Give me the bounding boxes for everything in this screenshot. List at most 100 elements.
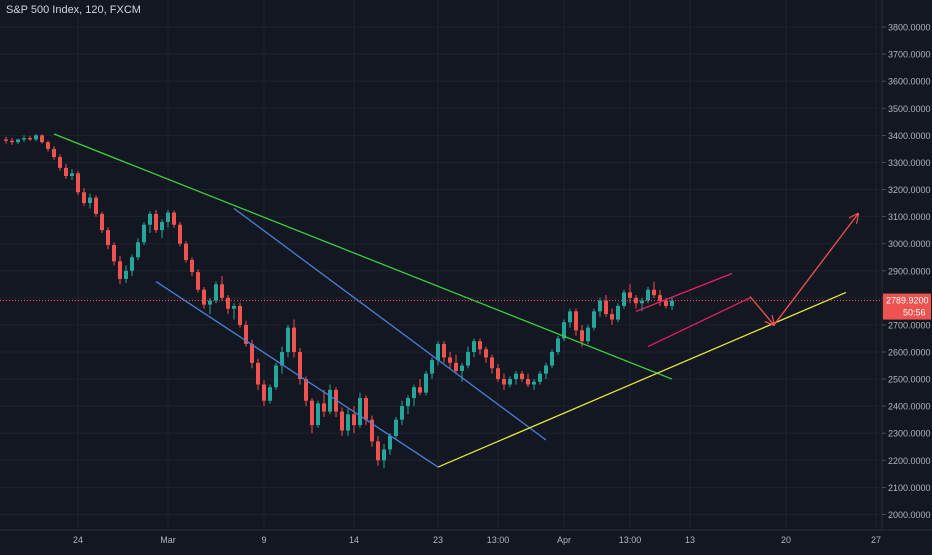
candle-body (40, 135, 44, 143)
price-tick-label: 2700.0000 (888, 320, 931, 330)
candle-body (496, 368, 500, 380)
candle-body (544, 365, 548, 374)
price-tick-label: 3400.0000 (888, 131, 931, 141)
candle-body (616, 305, 620, 320)
candle-body (574, 311, 578, 331)
candle-body (562, 322, 566, 339)
candle-body (88, 197, 92, 204)
candle-body (220, 284, 224, 298)
candle-body (10, 140, 14, 143)
candle-body (196, 272, 200, 290)
price-tick-label: 3500.0000 (888, 104, 931, 114)
candle-body (478, 341, 482, 350)
candle-body (520, 373, 524, 380)
price-axis[interactable]: 2000.0000 2100.0000 2200.0000 2300.0000 2400… (882, 23, 931, 520)
arrow-down (749, 296, 774, 324)
candle-body (466, 352, 470, 366)
time-tick-label: 13:00 (487, 535, 510, 545)
time-tick-label: 27 (871, 535, 881, 545)
price-tick-label: 2400.0000 (888, 402, 931, 412)
candle-body (556, 338, 560, 352)
candle-body (430, 360, 434, 374)
magenta-channel-lower (647, 297, 751, 348)
price-tick-label: 3000.0000 (888, 239, 931, 249)
candle-body (4, 139, 8, 141)
candle-body (202, 289, 206, 305)
candle-body (538, 373, 542, 382)
candle-body (94, 197, 98, 214)
candle-body (250, 343, 254, 363)
candle-body (70, 173, 74, 176)
candle-body (442, 343, 446, 358)
price-tick-label: 2200.0000 (888, 456, 931, 466)
candle-body (16, 139, 20, 143)
candle-body (490, 357, 494, 369)
candle-body (154, 213, 158, 231)
chart-title: S&P 500 Index, 120, FXCM (6, 4, 141, 16)
time-tick-label: 14 (349, 535, 359, 545)
candle-body (190, 259, 194, 273)
candle-body (472, 341, 476, 352)
candles (4, 134, 674, 469)
price-tick-label: 3800.0000 (888, 23, 931, 33)
candle-body (298, 352, 302, 380)
candle-body (52, 148, 56, 158)
candle-body (346, 414, 350, 431)
candle-body (352, 414, 356, 426)
drawings (53, 133, 858, 468)
candle-body (424, 373, 428, 393)
candle-body (406, 398, 410, 407)
candle-body (310, 400, 314, 426)
candle-body (322, 403, 326, 412)
time-tick-label: Mar (160, 535, 176, 545)
price-tick-label: 2000.0000 (888, 510, 931, 520)
candle-body (370, 419, 374, 442)
candle-body (604, 300, 608, 315)
grid (0, 0, 880, 528)
candle-body (76, 173, 80, 193)
last-price-label: 2789.9200 (886, 296, 929, 306)
candle-body (514, 373, 518, 380)
candle-body (646, 289, 650, 301)
candle-body (586, 327, 590, 342)
candle-body (580, 330, 584, 342)
candle-body (382, 449, 386, 461)
time-tick-label: 13:00 (619, 535, 642, 545)
candle-body (508, 379, 512, 385)
candle-body (484, 349, 488, 358)
candle-body (244, 324, 248, 344)
candle-body (448, 357, 452, 363)
candle-body (274, 365, 278, 388)
price-tick-label: 3200.0000 (888, 185, 931, 195)
candle-body (262, 384, 266, 401)
candle-body (238, 305, 242, 325)
time-axis[interactable]: 24 Mar 9 14 23 13:00 Apr 13:00 13 20 27 (73, 535, 881, 545)
arrow-up (773, 214, 858, 326)
candle-body (358, 398, 362, 426)
candle-body (148, 213, 152, 225)
candle-body (592, 311, 596, 328)
yellow-support (437, 291, 847, 468)
time-tick-label: Apr (557, 535, 571, 545)
candle-body (460, 365, 464, 371)
candle-body (256, 362, 260, 385)
candle-body (376, 441, 380, 461)
candle-body (58, 157, 62, 168)
candle-body (658, 295, 662, 301)
candle-body (418, 387, 422, 393)
candle-body (436, 343, 440, 361)
candle-body (400, 406, 404, 420)
candle-body (640, 300, 644, 304)
candle-body (124, 270, 128, 279)
candle-body (142, 224, 146, 243)
candle-body (394, 419, 398, 436)
candle-body (652, 289, 656, 296)
time-tick-label: 20 (781, 535, 791, 545)
price-tick-label: 3700.0000 (888, 50, 931, 60)
candle-body (82, 192, 86, 204)
candle-body (160, 222, 164, 231)
candle-body (454, 362, 458, 371)
